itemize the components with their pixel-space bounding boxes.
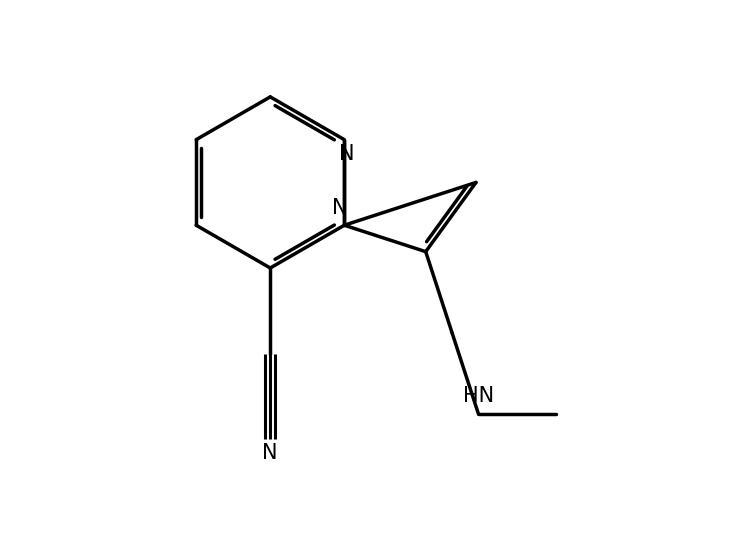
Text: N: N (263, 443, 278, 464)
Text: N: N (332, 198, 348, 218)
Text: N: N (339, 144, 354, 164)
Text: HN: HN (463, 386, 494, 406)
